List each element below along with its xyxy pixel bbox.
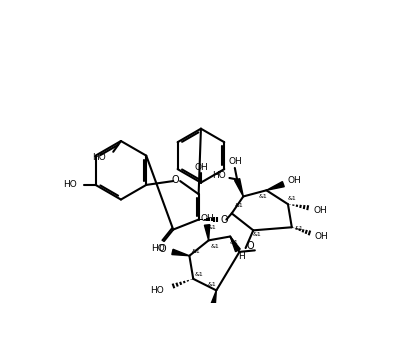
Text: OH: OH — [200, 214, 214, 223]
Text: OH: OH — [194, 163, 208, 172]
Text: &1: &1 — [230, 240, 239, 245]
Text: OH: OH — [314, 206, 327, 215]
Text: O: O — [172, 175, 179, 185]
Text: &1: &1 — [195, 272, 204, 278]
Text: &1: &1 — [211, 244, 219, 249]
Text: OH: OH — [229, 157, 242, 166]
Polygon shape — [235, 179, 243, 196]
Text: O: O — [246, 241, 254, 251]
Polygon shape — [266, 182, 284, 190]
Text: &1: &1 — [235, 203, 244, 208]
Text: O: O — [158, 244, 166, 254]
Text: HO: HO — [92, 153, 106, 162]
Text: &1: &1 — [208, 225, 217, 230]
Text: O: O — [220, 214, 228, 225]
Polygon shape — [230, 237, 240, 252]
Text: HO: HO — [150, 286, 164, 295]
Polygon shape — [172, 249, 189, 256]
Polygon shape — [204, 225, 210, 240]
Text: &1: &1 — [295, 226, 304, 231]
Polygon shape — [210, 291, 216, 308]
Text: HO: HO — [151, 243, 165, 253]
Text: OH: OH — [314, 232, 328, 241]
Text: &1: &1 — [253, 232, 261, 237]
Text: &1: &1 — [258, 194, 267, 199]
Text: OH: OH — [287, 176, 301, 185]
Text: H: H — [239, 252, 245, 261]
Text: HO: HO — [63, 180, 77, 189]
Text: HO: HO — [212, 171, 226, 180]
Text: &1: &1 — [208, 282, 217, 287]
Text: &1: &1 — [191, 249, 200, 254]
Text: &1: &1 — [287, 195, 296, 201]
